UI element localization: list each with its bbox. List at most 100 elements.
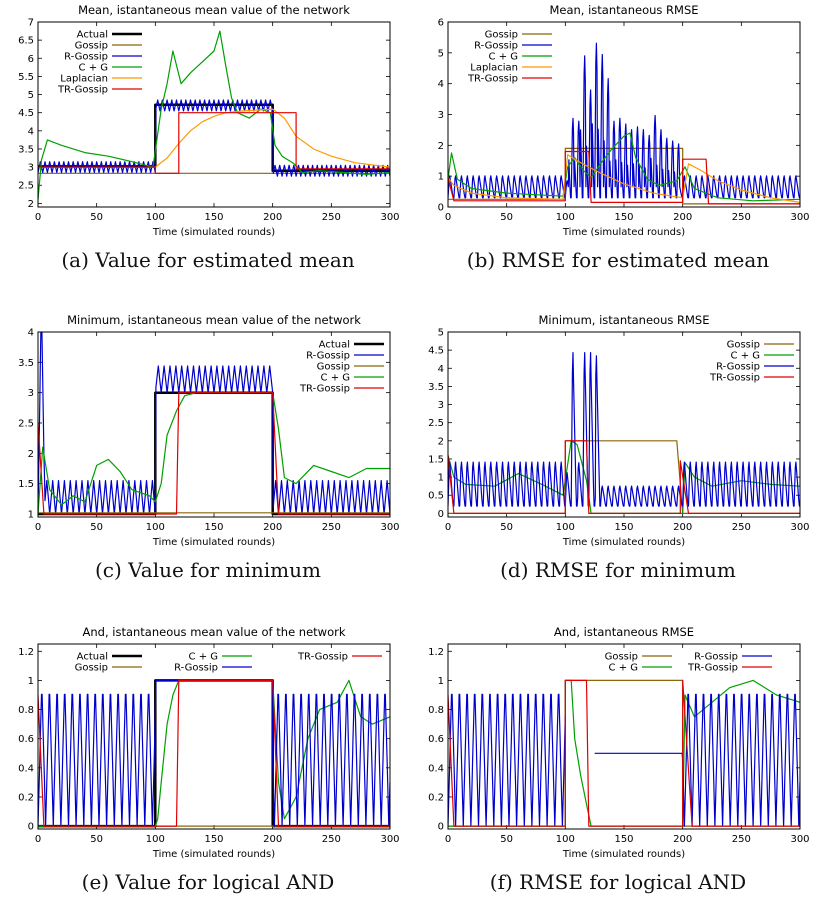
chart-panel-c: Minimum, istantaneous mean value of the … [8,310,408,582]
x-tick-label: 0 [445,522,451,533]
x-tick-label: 250 [732,522,751,533]
chart-panel-d: Minimum, istantaneous RMSE 0 50 100 150 200 25… [418,310,818,582]
legend-label: C + G [79,63,108,74]
y-tick-label: 0.8 [428,705,444,716]
plot-area [448,679,800,827]
series-line-r-gossip [38,99,390,177]
plot-frame [447,643,801,830]
legend-label: C + G [189,652,218,663]
y-tick-label: 6.5 [18,36,34,47]
legend-label: Actual [319,340,350,351]
x-tick-label: 0 [445,212,451,223]
x-tick-label: 50 [500,212,513,223]
y-tick-label: 4 [28,328,34,339]
x-tick-label: 250 [732,834,751,845]
caption-d: (d) RMSE for minimum [500,558,736,582]
x-tick-label: 50 [90,522,103,533]
legend-label: C + G [321,373,350,384]
chart-title: And, istantaneous RMSE [554,625,694,639]
y-tick-label: 0.2 [428,792,444,803]
series-line-c-g [448,132,800,202]
y-tick-label: 2 [28,449,34,460]
y-tick-label: 2 [438,141,444,152]
legend-label: R-Gossip [174,663,218,674]
y-tick-label: 1 [438,172,444,183]
x-tick-label: 0 [35,834,41,845]
x-tick-label: 50 [90,834,103,845]
series-line-tr-gossip [448,150,800,205]
y-tick-label: 0.5 [428,491,444,502]
y-tick-label: 2 [28,199,34,210]
y-tick-label: 0 [438,203,444,214]
legend-label: Gossip [75,663,108,674]
caption-e: (e) Value for logical AND [81,870,335,894]
y-tick-label: 5 [438,48,444,59]
y-tick-label: 1.2 [18,647,34,658]
x-tick-label: 250 [322,212,341,223]
x-tick-label: 200 [673,212,692,223]
legend-label: Laplacian [60,74,108,85]
y-tick-label: 0 [438,822,444,833]
x-tick-label: 300 [380,834,399,845]
x-axis-label: Time (simulated rounds) [152,227,275,238]
x-tick-label: 300 [790,212,809,223]
y-tick-label: 5 [438,328,444,339]
legend-label: TR-Gossip [297,652,348,663]
y-tick-label: 0.4 [428,763,444,774]
series-line-r-gossip [448,693,800,827]
y-tick-label: 0 [28,822,34,833]
legend-label: TR-Gossip [709,373,760,384]
y-tick-label: 0.4 [18,763,34,774]
plot-frame [447,21,801,208]
x-tick-label: 200 [263,834,282,845]
plot-area [38,679,390,828]
caption-f: (f) RMSE for logical AND [489,870,747,894]
legend-label: Gossip [485,30,518,41]
x-tick-label: 150 [614,212,633,223]
chart-panel-b: Mean, istantaneous RMSE 0 50 100 150 200 250 30… [418,0,818,272]
y-tick-label: 2.5 [428,418,444,429]
x-tick-label: 150 [614,834,633,845]
x-tick-label: 150 [204,522,223,533]
y-tick-label: 2.5 [18,418,34,429]
y-tick-label: 3.5 [18,144,34,155]
legend-label: Gossip [75,41,108,52]
series-line-tr-gossip [38,112,390,174]
x-tick-label: 200 [673,522,692,533]
x-tick-label: 200 [263,522,282,533]
series-line-laplacian [38,108,390,168]
series-line-tr-gossip [38,392,390,515]
y-tick-label: 6 [28,54,34,65]
x-tick-label: 150 [614,522,633,533]
x-tick-label: 0 [35,522,41,533]
x-tick-label: 200 [673,834,692,845]
legend-label: TR-Gossip [467,74,518,85]
y-tick-label: 1.5 [18,479,34,490]
y-tick-label: 0 [438,509,444,520]
x-tick-label: 50 [500,522,513,533]
legend-label: R-Gossip [716,362,760,373]
caption-c: (c) Value for minimum [95,558,321,582]
x-tick-label: 150 [204,212,223,223]
y-tick-label: 1.2 [428,647,444,658]
x-tick-label: 100 [146,522,165,533]
y-tick-label: 1 [28,509,34,520]
legend-label: Gossip [727,340,760,351]
x-tick-label: 50 [500,834,513,845]
legend-label: Gossip [605,652,638,663]
legend-label: Gossip [317,362,350,373]
x-tick-label: 100 [556,522,575,533]
x-tick-label: 100 [146,834,165,845]
legend-label: Actual [77,30,108,41]
chart-title: And, istantaneous mean value of the netw… [83,625,346,639]
x-axis-label: Time (simulated rounds) [562,537,685,548]
y-tick-label: 5 [28,90,34,101]
y-tick-label: 3 [28,388,34,399]
legend-label: TR-Gossip [299,384,350,395]
